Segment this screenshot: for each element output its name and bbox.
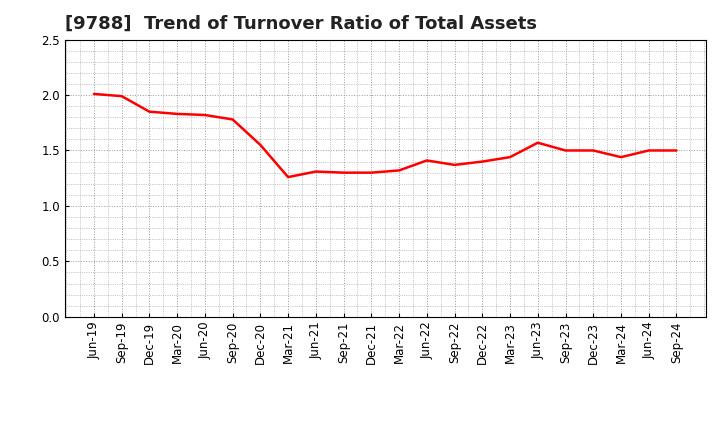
Text: [9788]  Trend of Turnover Ratio of Total Assets: [9788] Trend of Turnover Ratio of Total …: [65, 15, 537, 33]
